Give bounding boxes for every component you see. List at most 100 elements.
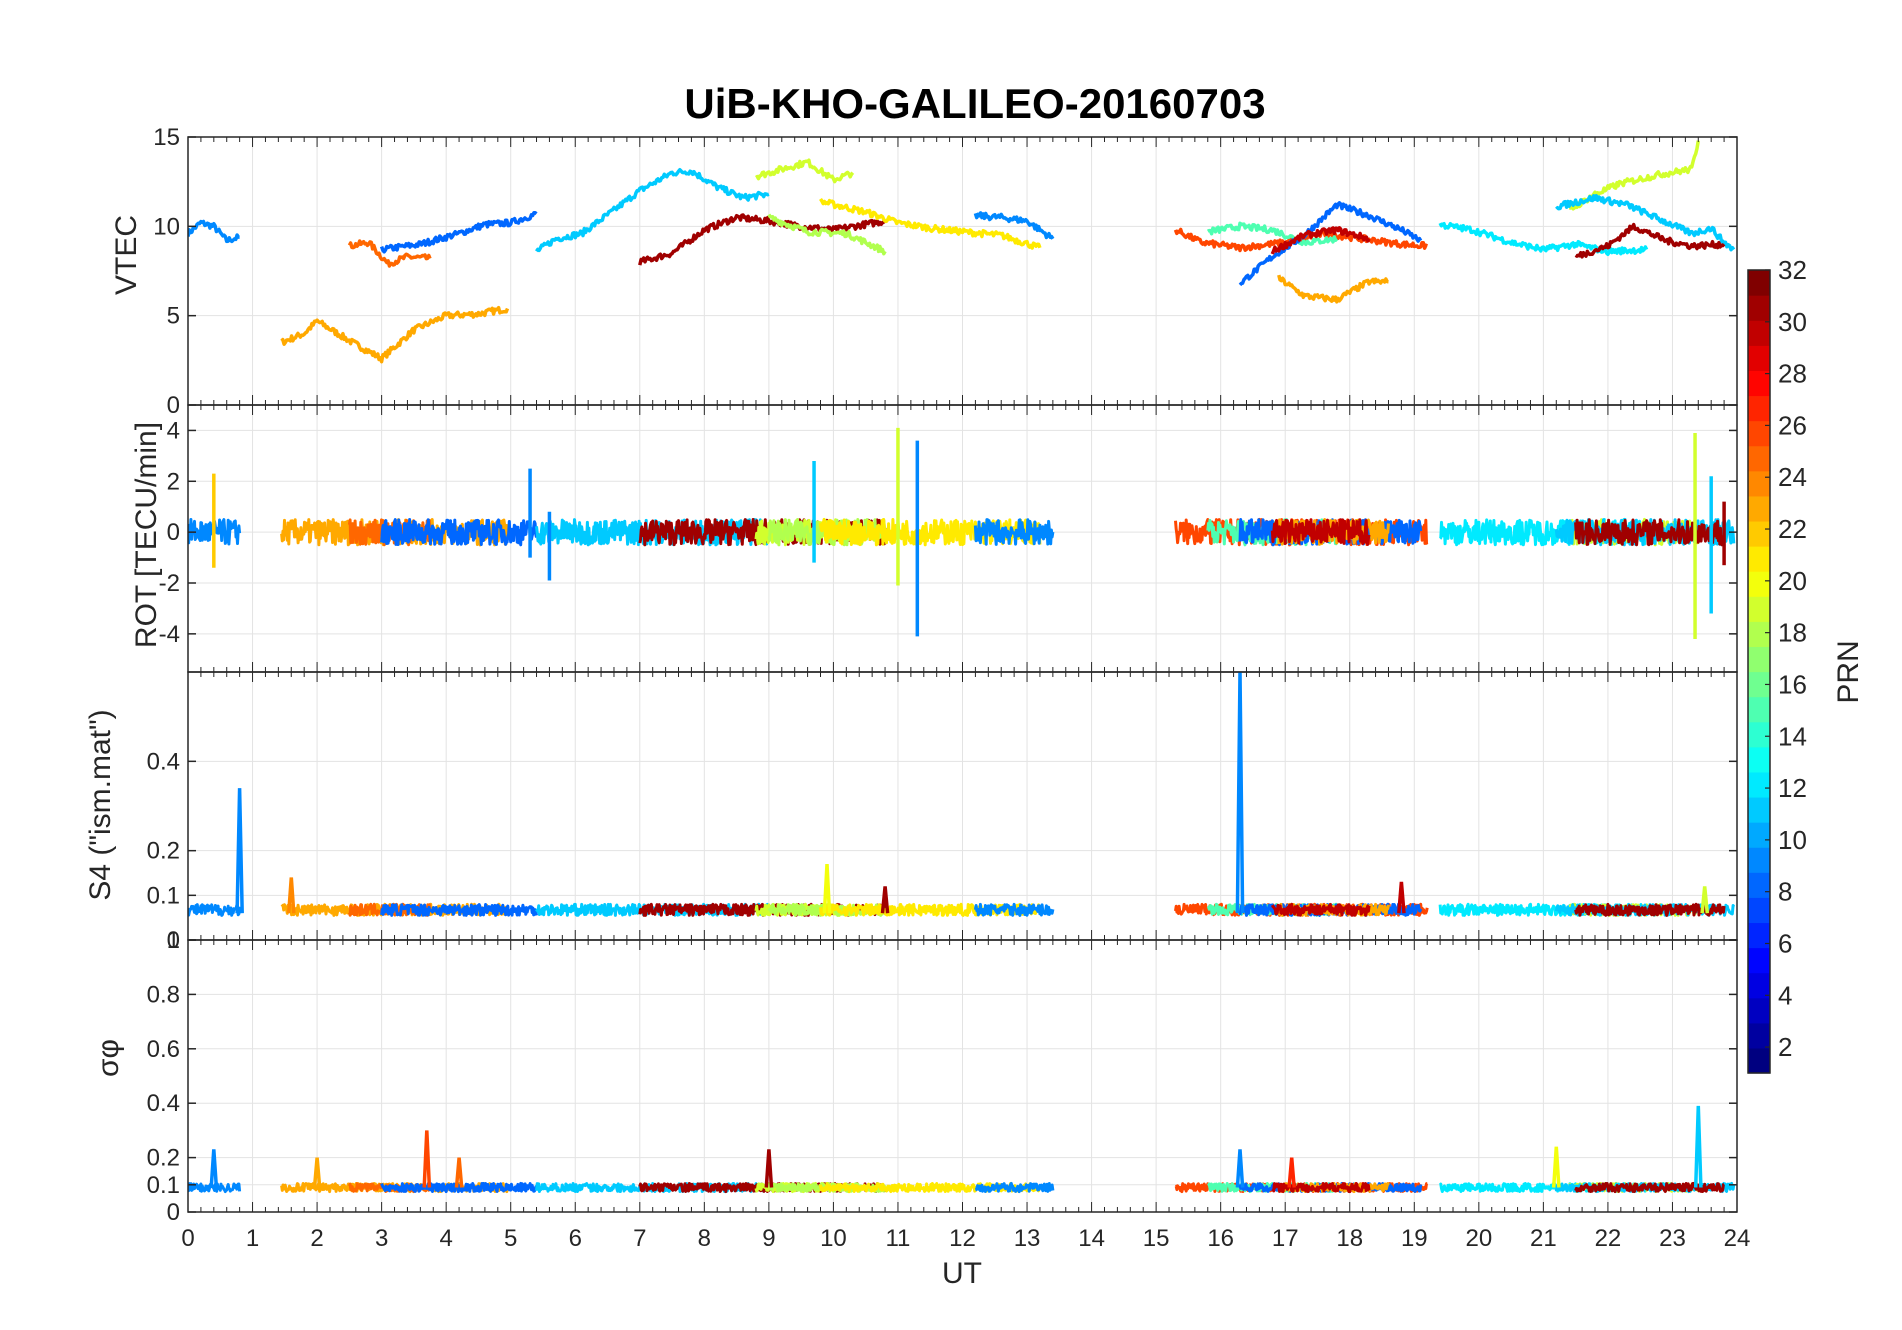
- panel-sigma: 00.10.20.40.60.810 1 2 3 4 5 6 7 8 9 10 11 12 13 14 15 1…: [147, 927, 1751, 1252]
- vtec-series-prn-23: [280, 305, 510, 364]
- y-tick-label: 2: [167, 468, 180, 495]
- s4-ylabel: S4 ("ism.mat"): [84, 709, 117, 900]
- x-tick-label: 23: [1659, 1225, 1686, 1252]
- colorbar-tick-label: 14: [1778, 721, 1807, 751]
- x-tick-label: 13: [1014, 1225, 1041, 1252]
- sigma-peak: [312, 1157, 322, 1188]
- vtec-series-prn-31: [638, 213, 887, 266]
- colorbar-frame: [1747, 269, 1771, 1074]
- panel-vtec: 0 5 10 15: [153, 124, 1738, 419]
- colorbar-tick-label: 2: [1778, 1032, 1792, 1062]
- colorbar-tick-label: 26: [1778, 410, 1807, 440]
- colorbar-segment: [1748, 947, 1770, 974]
- colorbar-segment: [1748, 796, 1770, 823]
- colorbar-segment: [1748, 746, 1770, 773]
- vtec-series-prn-9: [188, 219, 241, 244]
- y-tick-label: 1: [167, 927, 180, 954]
- x-tick-label: 19: [1401, 1225, 1428, 1252]
- colorbar-segment: [1748, 847, 1770, 873]
- colorbar-label: PRN: [1832, 640, 1865, 703]
- colorbar-segment: [1748, 370, 1770, 397]
- colorbar-tick-label: 6: [1778, 928, 1792, 958]
- colorbar-tick-label: 28: [1778, 359, 1807, 389]
- colorbar-segment: [1748, 495, 1770, 522]
- colorbar-segment: [1748, 546, 1770, 572]
- sigma-peak: [764, 1149, 774, 1188]
- chart-title: UiB-KHO-GALILEO-20160703: [684, 80, 1265, 127]
- x-tick-label: 18: [1336, 1225, 1363, 1252]
- x-tick-label: 4: [439, 1225, 452, 1252]
- x-tick-label: 20: [1465, 1225, 1492, 1252]
- series-group: [188, 672, 1736, 917]
- sigma-peak: [209, 1149, 219, 1188]
- y-tick-label: 5: [167, 303, 180, 330]
- colorbar-tick-label: 10: [1778, 825, 1807, 855]
- colorbar-segment: [1748, 671, 1770, 698]
- s4-peak: [822, 864, 832, 914]
- s4-peak: [235, 788, 244, 914]
- sigma-peak: [1235, 1149, 1245, 1188]
- colorbar-segment: [1748, 897, 1770, 924]
- vtec-series-prn-21: [819, 197, 1042, 250]
- vtec-series-prn-23: [1277, 274, 1389, 304]
- colorbar-segment: [1748, 1022, 1770, 1049]
- colorbar-segment: [1748, 420, 1770, 447]
- vtec-series-prn-8: [1238, 201, 1423, 287]
- x-tick-label: 11: [885, 1225, 910, 1252]
- colorbar-segment: [1748, 872, 1770, 898]
- y-tick-label: 15: [153, 124, 180, 151]
- y-tick-label: 0: [167, 1199, 180, 1226]
- y-tick-label: 0.2: [147, 1145, 180, 1172]
- sigma-peak: [1287, 1157, 1296, 1188]
- x-tick-label: 10: [820, 1225, 847, 1252]
- x-tick-label: 5: [504, 1225, 517, 1252]
- x-tick-label: 15: [1143, 1225, 1170, 1252]
- sigma-series-prn-8: [380, 1181, 538, 1194]
- x-tick-label: 22: [1595, 1225, 1622, 1252]
- colorbar-tick-label: 20: [1778, 566, 1807, 596]
- vtec-series-prn-19: [755, 158, 855, 184]
- vtec-series-prn-11: [535, 167, 770, 253]
- colorbar-segment: [1748, 520, 1770, 547]
- rot-series-prn-31: [1574, 518, 1726, 547]
- y-tick-label: 10: [153, 213, 180, 240]
- rot-ylabel: ROT [TECU/min]: [130, 422, 163, 648]
- s4-peak: [286, 877, 296, 914]
- sigma-series-prn-9: [974, 1182, 1055, 1194]
- s4-series-prn-8: [380, 903, 538, 917]
- y-tick-label: 4: [167, 417, 180, 444]
- vtec-series-prn-9: [973, 211, 1055, 240]
- y-tick-label: 0.8: [147, 981, 180, 1008]
- colorbar-segment: [1748, 270, 1770, 296]
- vtec-ylabel: VTEC: [110, 215, 143, 295]
- panel-rot: -4 -2 0 2 4: [159, 404, 1738, 673]
- y-tick-label: 0.4: [147, 748, 180, 775]
- colorbar-segment: [1748, 972, 1770, 999]
- x-tick-label: 12: [949, 1225, 976, 1252]
- rot-series-prn-9: [973, 518, 1055, 546]
- x-tick-label: 17: [1272, 1225, 1299, 1252]
- x-tick-label: 2: [310, 1225, 323, 1252]
- panel-s4: 0 0.1 0.2 0.4: [147, 671, 1738, 954]
- x-tick-label: 16: [1207, 1225, 1234, 1252]
- colorbar-tick-label: 16: [1778, 669, 1807, 699]
- sigma-peak: [454, 1157, 464, 1188]
- x-tick-label: 9: [762, 1225, 775, 1252]
- y-tick-label: 0.1: [147, 1172, 180, 1199]
- s4-peak: [1700, 886, 1710, 914]
- vtec-series-prn-8: [379, 211, 538, 254]
- s4-peak: [1397, 881, 1406, 914]
- colorbar-segment: [1748, 345, 1770, 371]
- colorbar-segment: [1748, 771, 1770, 798]
- colorbar-segment: [1748, 596, 1770, 622]
- sigma-series-prn-31: [1574, 1181, 1725, 1194]
- colorbar-segment: [1748, 470, 1770, 497]
- rot-series-prn-8: [380, 518, 538, 547]
- x-tick-label: 7: [633, 1225, 646, 1252]
- y-tick-label: 0.4: [147, 1090, 180, 1117]
- s4-peak: [880, 886, 890, 914]
- vtec-series-prn-15: [1206, 221, 1339, 247]
- colorbar-tick-label: 24: [1778, 462, 1807, 492]
